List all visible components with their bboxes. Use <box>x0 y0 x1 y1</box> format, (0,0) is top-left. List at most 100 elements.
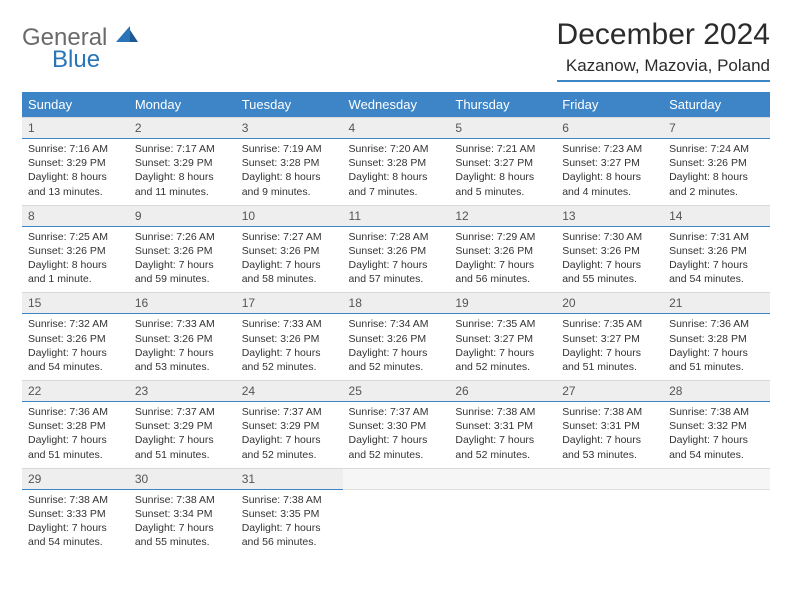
day-number-empty <box>449 468 556 490</box>
calendar-cell-empty <box>663 468 770 556</box>
day-number: 16 <box>129 292 236 314</box>
day-number: 30 <box>129 468 236 490</box>
day-number: 24 <box>236 380 343 402</box>
day-data: Sunrise: 7:25 AMSunset: 3:26 PMDaylight:… <box>22 227 129 293</box>
day-data: Sunrise: 7:38 AMSunset: 3:35 PMDaylight:… <box>236 490 343 556</box>
day-number: 21 <box>663 292 770 314</box>
calendar-cell: 21Sunrise: 7:36 AMSunset: 3:28 PMDayligh… <box>663 292 770 380</box>
calendar-table: Sunday Monday Tuesday Wednesday Thursday… <box>22 92 770 555</box>
day-number-empty <box>343 468 450 490</box>
day-data: Sunrise: 7:37 AMSunset: 3:30 PMDaylight:… <box>343 402 450 468</box>
day-data: Sunrise: 7:28 AMSunset: 3:26 PMDaylight:… <box>343 227 450 293</box>
calendar-cell: 8Sunrise: 7:25 AMSunset: 3:26 PMDaylight… <box>22 205 129 293</box>
day-number: 25 <box>343 380 450 402</box>
day-number: 12 <box>449 205 556 227</box>
day-data: Sunrise: 7:33 AMSunset: 3:26 PMDaylight:… <box>236 314 343 380</box>
calendar-cell: 17Sunrise: 7:33 AMSunset: 3:26 PMDayligh… <box>236 292 343 380</box>
weekday-header: Thursday <box>449 92 556 117</box>
day-data: Sunrise: 7:36 AMSunset: 3:28 PMDaylight:… <box>22 402 129 468</box>
day-data: Sunrise: 7:33 AMSunset: 3:26 PMDaylight:… <box>129 314 236 380</box>
day-data: Sunrise: 7:30 AMSunset: 3:26 PMDaylight:… <box>556 227 663 293</box>
calendar-row: 1Sunrise: 7:16 AMSunset: 3:29 PMDaylight… <box>22 117 770 205</box>
day-data: Sunrise: 7:27 AMSunset: 3:26 PMDaylight:… <box>236 227 343 293</box>
calendar-cell: 3Sunrise: 7:19 AMSunset: 3:28 PMDaylight… <box>236 117 343 205</box>
weekday-header: Saturday <box>663 92 770 117</box>
day-number: 22 <box>22 380 129 402</box>
title-block: December 2024 Kazanow, Mazovia, Poland <box>557 18 770 82</box>
calendar-cell: 20Sunrise: 7:35 AMSunset: 3:27 PMDayligh… <box>556 292 663 380</box>
location-text: Kazanow, Mazovia, Poland <box>557 56 770 82</box>
calendar-cell: 4Sunrise: 7:20 AMSunset: 3:28 PMDaylight… <box>343 117 450 205</box>
calendar-row: 8Sunrise: 7:25 AMSunset: 3:26 PMDaylight… <box>22 205 770 293</box>
day-number: 18 <box>343 292 450 314</box>
day-number: 14 <box>663 205 770 227</box>
calendar-cell: 12Sunrise: 7:29 AMSunset: 3:26 PMDayligh… <box>449 205 556 293</box>
calendar-cell-empty <box>343 468 450 556</box>
logo-word-blue: Blue <box>52 48 138 72</box>
calendar-row: 15Sunrise: 7:32 AMSunset: 3:26 PMDayligh… <box>22 292 770 380</box>
day-number: 28 <box>663 380 770 402</box>
logo: General Blue <box>22 18 138 72</box>
day-number: 17 <box>236 292 343 314</box>
calendar-row: 22Sunrise: 7:36 AMSunset: 3:28 PMDayligh… <box>22 380 770 468</box>
day-data: Sunrise: 7:37 AMSunset: 3:29 PMDaylight:… <box>236 402 343 468</box>
calendar-cell: 9Sunrise: 7:26 AMSunset: 3:26 PMDaylight… <box>129 205 236 293</box>
calendar-cell: 25Sunrise: 7:37 AMSunset: 3:30 PMDayligh… <box>343 380 450 468</box>
calendar-cell: 30Sunrise: 7:38 AMSunset: 3:34 PMDayligh… <box>129 468 236 556</box>
day-number: 13 <box>556 205 663 227</box>
day-data: Sunrise: 7:34 AMSunset: 3:26 PMDaylight:… <box>343 314 450 380</box>
calendar-cell: 15Sunrise: 7:32 AMSunset: 3:26 PMDayligh… <box>22 292 129 380</box>
day-data: Sunrise: 7:35 AMSunset: 3:27 PMDaylight:… <box>556 314 663 380</box>
day-number: 4 <box>343 117 450 139</box>
day-data: Sunrise: 7:24 AMSunset: 3:26 PMDaylight:… <box>663 139 770 205</box>
calendar-cell: 13Sunrise: 7:30 AMSunset: 3:26 PMDayligh… <box>556 205 663 293</box>
day-number: 29 <box>22 468 129 490</box>
day-data: Sunrise: 7:38 AMSunset: 3:31 PMDaylight:… <box>449 402 556 468</box>
day-number: 1 <box>22 117 129 139</box>
day-data: Sunrise: 7:21 AMSunset: 3:27 PMDaylight:… <box>449 139 556 205</box>
calendar-cell: 16Sunrise: 7:33 AMSunset: 3:26 PMDayligh… <box>129 292 236 380</box>
day-number-empty <box>556 468 663 490</box>
calendar-cell: 18Sunrise: 7:34 AMSunset: 3:26 PMDayligh… <box>343 292 450 380</box>
calendar-row: 29Sunrise: 7:38 AMSunset: 3:33 PMDayligh… <box>22 468 770 556</box>
day-number: 26 <box>449 380 556 402</box>
day-number: 5 <box>449 117 556 139</box>
calendar-cell: 5Sunrise: 7:21 AMSunset: 3:27 PMDaylight… <box>449 117 556 205</box>
day-data: Sunrise: 7:17 AMSunset: 3:29 PMDaylight:… <box>129 139 236 205</box>
day-data: Sunrise: 7:32 AMSunset: 3:26 PMDaylight:… <box>22 314 129 380</box>
calendar-cell: 24Sunrise: 7:37 AMSunset: 3:29 PMDayligh… <box>236 380 343 468</box>
day-number: 6 <box>556 117 663 139</box>
day-number: 20 <box>556 292 663 314</box>
calendar-cell: 22Sunrise: 7:36 AMSunset: 3:28 PMDayligh… <box>22 380 129 468</box>
day-data: Sunrise: 7:19 AMSunset: 3:28 PMDaylight:… <box>236 139 343 205</box>
header: General Blue December 2024 Kazanow, Mazo… <box>22 18 770 82</box>
calendar-cell: 23Sunrise: 7:37 AMSunset: 3:29 PMDayligh… <box>129 380 236 468</box>
day-number: 27 <box>556 380 663 402</box>
day-data: Sunrise: 7:26 AMSunset: 3:26 PMDaylight:… <box>129 227 236 293</box>
day-number: 9 <box>129 205 236 227</box>
calendar-cell: 19Sunrise: 7:35 AMSunset: 3:27 PMDayligh… <box>449 292 556 380</box>
day-number: 19 <box>449 292 556 314</box>
weekday-header: Wednesday <box>343 92 450 117</box>
day-data: Sunrise: 7:31 AMSunset: 3:26 PMDaylight:… <box>663 227 770 293</box>
day-data: Sunrise: 7:20 AMSunset: 3:28 PMDaylight:… <box>343 139 450 205</box>
day-data: Sunrise: 7:16 AMSunset: 3:29 PMDaylight:… <box>22 139 129 205</box>
calendar-cell-empty <box>556 468 663 556</box>
day-number: 7 <box>663 117 770 139</box>
day-number: 15 <box>22 292 129 314</box>
weekday-header: Monday <box>129 92 236 117</box>
calendar-cell-empty <box>449 468 556 556</box>
weekday-header: Sunday <box>22 92 129 117</box>
calendar-cell: 6Sunrise: 7:23 AMSunset: 3:27 PMDaylight… <box>556 117 663 205</box>
calendar-cell: 26Sunrise: 7:38 AMSunset: 3:31 PMDayligh… <box>449 380 556 468</box>
triangle-icon <box>116 26 138 42</box>
day-data: Sunrise: 7:38 AMSunset: 3:34 PMDaylight:… <box>129 490 236 556</box>
day-number: 11 <box>343 205 450 227</box>
day-data: Sunrise: 7:23 AMSunset: 3:27 PMDaylight:… <box>556 139 663 205</box>
calendar-cell: 7Sunrise: 7:24 AMSunset: 3:26 PMDaylight… <box>663 117 770 205</box>
day-data: Sunrise: 7:36 AMSunset: 3:28 PMDaylight:… <box>663 314 770 380</box>
calendar-cell: 14Sunrise: 7:31 AMSunset: 3:26 PMDayligh… <box>663 205 770 293</box>
calendar-cell: 29Sunrise: 7:38 AMSunset: 3:33 PMDayligh… <box>22 468 129 556</box>
weekday-header-row: Sunday Monday Tuesday Wednesday Thursday… <box>22 92 770 117</box>
calendar-cell: 28Sunrise: 7:38 AMSunset: 3:32 PMDayligh… <box>663 380 770 468</box>
